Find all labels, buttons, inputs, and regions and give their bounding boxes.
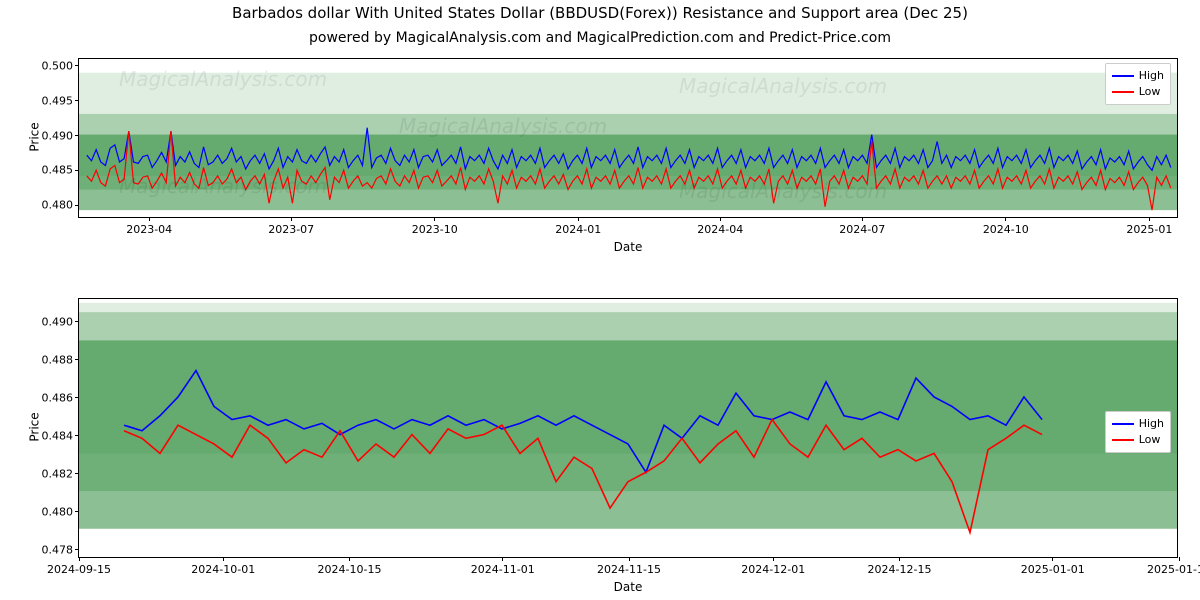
y-tick-label: 0.490 <box>42 315 80 328</box>
x-tick-mark <box>720 217 721 221</box>
x-tick-mark <box>149 217 150 221</box>
x-tick-mark <box>223 557 224 561</box>
y-tick-mark <box>75 100 79 101</box>
x-tick-mark <box>1052 557 1053 561</box>
y-tick-mark <box>75 205 79 206</box>
chart-panel-top: MagicalAnalysis.com MagicalAnalysis.com … <box>78 58 1178 218</box>
y-axis-label-top: Price <box>28 122 42 151</box>
y-tick-mark <box>75 397 79 398</box>
x-tick-mark <box>1179 557 1180 561</box>
y-tick-label: 0.482 <box>42 467 80 480</box>
legend-label: High <box>1139 68 1164 84</box>
x-tick-mark <box>629 557 630 561</box>
y-tick-label: 0.488 <box>42 353 80 366</box>
y-tick-label: 0.495 <box>42 94 80 107</box>
y-tick-mark <box>75 321 79 322</box>
y-tick-label: 0.490 <box>42 129 80 142</box>
legend-swatch <box>1112 423 1134 425</box>
x-tick-mark <box>349 557 350 561</box>
x-tick-mark <box>578 217 579 221</box>
x-tick-mark <box>862 217 863 221</box>
legend-label: Low <box>1139 84 1161 100</box>
y-tick-label: 0.500 <box>42 59 80 72</box>
x-tick-mark <box>773 557 774 561</box>
plot-area-top <box>79 59 1177 217</box>
plot-area-bottom <box>79 299 1177 557</box>
y-tick-mark <box>75 170 79 171</box>
y-tick-mark <box>75 549 79 550</box>
legend-item: High <box>1112 68 1164 84</box>
x-tick-mark <box>899 557 900 561</box>
legend-top: HighLow <box>1105 63 1171 105</box>
y-tick-label: 0.484 <box>42 429 80 442</box>
title-main: Barbados dollar With United States Dolla… <box>0 4 1200 22</box>
y-tick-mark <box>75 511 79 512</box>
x-axis-label-top: Date <box>78 240 1178 254</box>
legend-item: High <box>1112 416 1164 432</box>
legend-swatch <box>1112 75 1134 77</box>
legend-bottom: HighLow <box>1105 411 1171 453</box>
x-tick-mark <box>291 217 292 221</box>
chart-panel-bottom: HighLow 0.4780.4800.4820.4840.4860.4880.… <box>78 298 1178 558</box>
x-tick-mark <box>79 557 80 561</box>
legend-label: High <box>1139 416 1164 432</box>
x-tick-mark <box>1005 217 1006 221</box>
y-tick-label: 0.478 <box>42 543 80 556</box>
figure: Barbados dollar With United States Dolla… <box>0 0 1200 600</box>
support-band <box>79 303 1177 454</box>
x-tick-mark <box>434 217 435 221</box>
title-sub: powered by MagicalAnalysis.com and Magic… <box>0 30 1200 46</box>
x-tick-mark <box>1149 217 1150 221</box>
y-tick-label: 0.485 <box>42 164 80 177</box>
y-tick-mark <box>75 135 79 136</box>
legend-swatch <box>1112 91 1134 93</box>
legend-label: Low <box>1139 432 1161 448</box>
y-tick-label: 0.480 <box>42 505 80 518</box>
legend-item: Low <box>1112 84 1164 100</box>
legend-swatch <box>1112 439 1134 441</box>
x-axis-label-bottom: Date <box>78 580 1178 594</box>
legend-item: Low <box>1112 432 1164 448</box>
y-axis-label-bottom: Price <box>28 412 42 441</box>
y-tick-label: 0.486 <box>42 391 80 404</box>
x-tick-mark <box>502 557 503 561</box>
x-tick-label: 2025-01-15 <box>1147 557 1200 576</box>
y-tick-label: 0.480 <box>42 199 80 212</box>
y-tick-mark <box>75 435 79 436</box>
y-tick-mark <box>75 65 79 66</box>
y-tick-mark <box>75 359 79 360</box>
y-tick-mark <box>75 473 79 474</box>
